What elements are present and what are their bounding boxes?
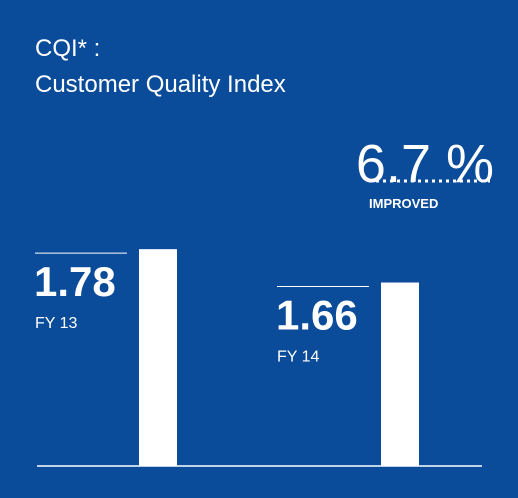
chart-title: Customer Quality Index	[35, 71, 286, 98]
bar	[381, 282, 419, 466]
category-label: FY 13	[35, 315, 78, 332]
annotation: 6.7 %	[356, 134, 494, 194]
value-label: 1.66	[276, 292, 358, 339]
chart-title: CQI* :	[35, 35, 100, 62]
bar	[139, 249, 177, 466]
value-label: 1.78	[34, 258, 116, 305]
category-label: FY 14	[277, 349, 320, 366]
annotation-label: IMPROVED	[369, 196, 438, 211]
